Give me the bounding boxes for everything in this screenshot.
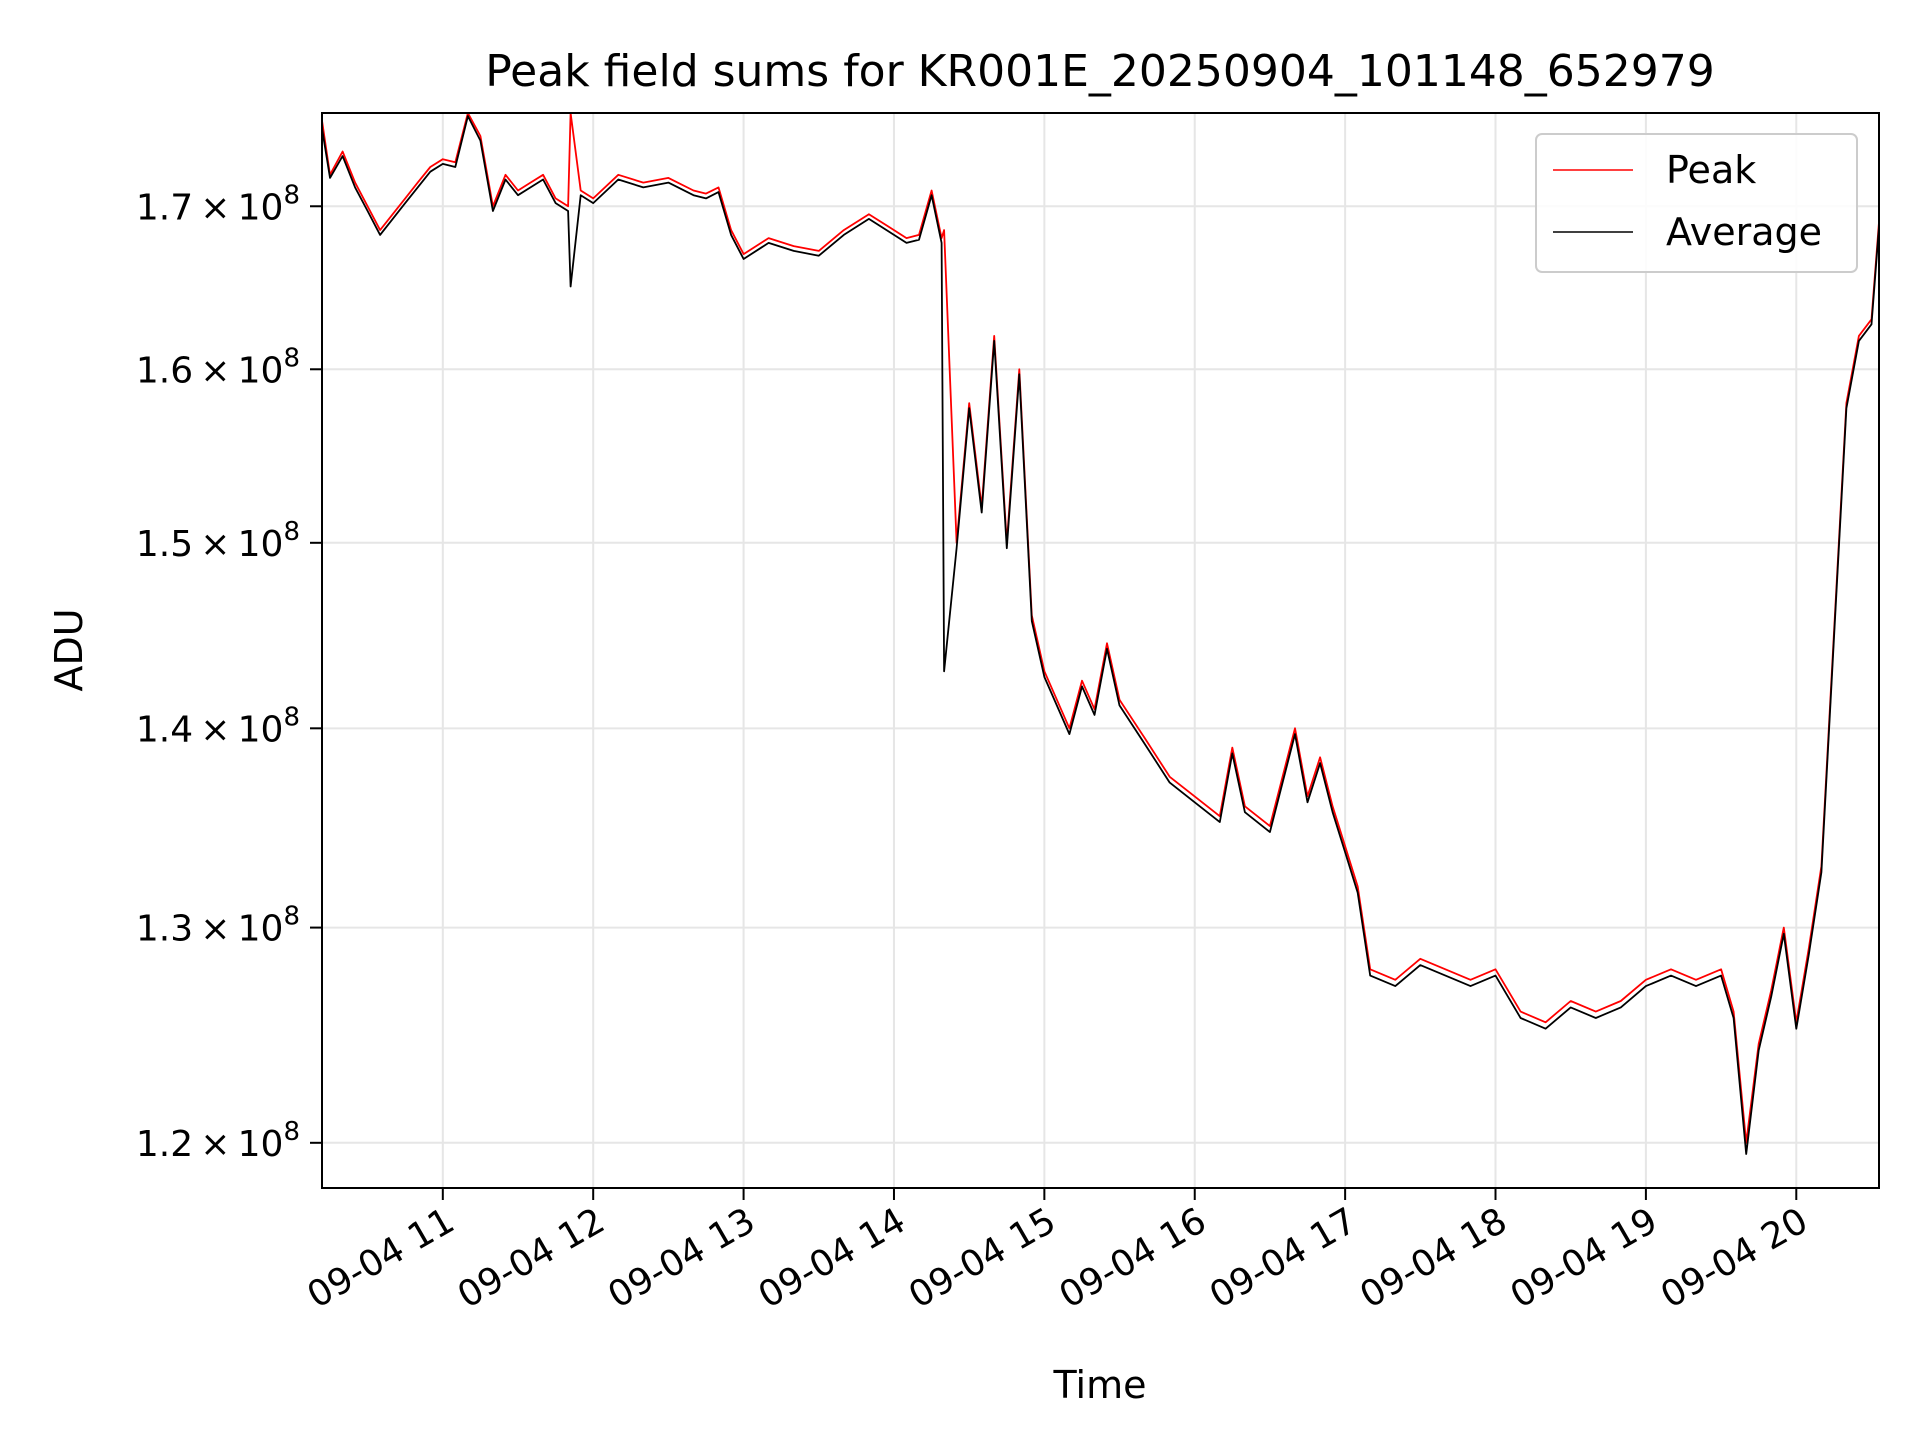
y-tick-label-2: 1.4 × 108	[136, 702, 300, 750]
grid	[322, 113, 1879, 1188]
x-axis-label: Time	[1053, 1363, 1147, 1407]
chart-title: Peak field sums for KR001E_20250904_1011…	[485, 46, 1715, 97]
y-axis: 1.2 × 108 1.3 × 108 1.4 × 108 1.5 × 108 1.6 …	[136, 180, 322, 1165]
series-line-peak	[321, 112, 1880, 1144]
y-tick-label-1: 1.3 × 108	[136, 902, 300, 950]
plot-frame	[321, 112, 1880, 1189]
series-line-average	[321, 115, 1880, 1155]
legend-label-average: Average	[1666, 210, 1822, 254]
y-tick-label-5: 1.7 × 108	[136, 180, 300, 228]
y-tick-label-3: 1.5 × 108	[136, 517, 300, 565]
legend-label-peak: Peak	[1666, 148, 1756, 192]
legend-box	[1535, 133, 1858, 273]
y-axis-label: ADU	[47, 608, 91, 691]
legend: Peak Average	[1535, 133, 1858, 273]
series-layer	[321, 112, 1880, 1155]
y-tick-label-4: 1.6 × 108	[136, 343, 300, 391]
y-tick-label-0: 1.2 × 108	[136, 1117, 300, 1165]
